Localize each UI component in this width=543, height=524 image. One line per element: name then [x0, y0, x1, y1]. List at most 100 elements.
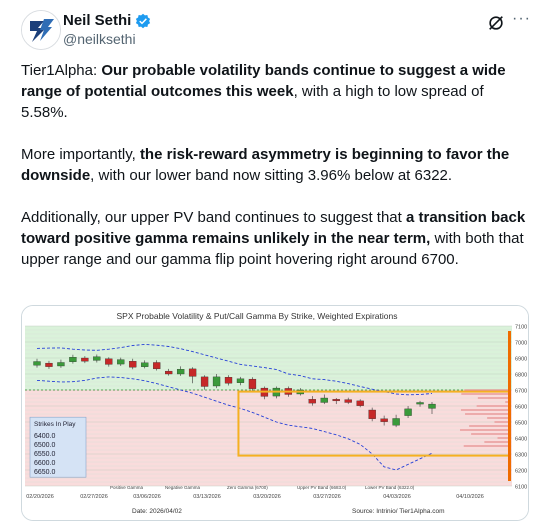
legend-entry: Negative Gamma — [165, 485, 201, 490]
candle-body — [236, 378, 245, 383]
candle-body — [57, 362, 65, 367]
author-name-row: Neil Sethi — [63, 12, 151, 29]
p1-prefix: Tier1Alpha: — [21, 62, 102, 79]
avatar[interactable] — [21, 10, 61, 50]
tweet-paragraph-1: Tier1Alpha: Our probable volatility band… — [21, 60, 526, 123]
tweet-paragraph-2: More importantly, the risk-reward asymme… — [21, 144, 526, 186]
candle-body — [380, 418, 388, 422]
candle-body — [344, 399, 352, 403]
candle-body — [320, 397, 328, 403]
grok-icon[interactable] — [487, 14, 505, 32]
x-tick-label: 03/20/2026 — [253, 494, 281, 500]
strike-value: 6600.0 — [34, 460, 56, 467]
gamma-bar — [461, 393, 510, 395]
tweet-text: Tier1Alpha: Our probable volatility band… — [21, 60, 526, 291]
candle — [153, 360, 161, 371]
candle — [416, 400, 424, 407]
candle — [57, 359, 65, 368]
candle — [129, 358, 137, 370]
candle-body — [176, 369, 185, 375]
author-name[interactable]: Neil Sethi — [63, 12, 132, 29]
candle — [248, 377, 257, 392]
gamma-bar — [497, 437, 510, 439]
strike-value: 6500.0 — [34, 442, 56, 449]
candle-body — [416, 402, 424, 405]
legend-entry: Positive Gamma — [110, 485, 144, 490]
gamma-bar — [505, 401, 510, 403]
volatility-chart: SPX Probable Volatility & Put/Call Gamma… — [22, 306, 528, 520]
candle — [236, 376, 245, 386]
gamma-bar — [476, 405, 510, 407]
gamma-bar — [464, 389, 510, 391]
verified-badge-icon — [136, 13, 151, 28]
candle — [188, 367, 197, 384]
upper-pv-band — [36, 343, 433, 396]
gamma-bar — [471, 433, 510, 435]
strikes-box-bg — [29, 416, 87, 478]
candle-body — [153, 362, 161, 370]
y-tick-label: 6600 — [515, 405, 527, 411]
lower-pv-band — [36, 376, 433, 471]
candle — [165, 368, 173, 376]
p1-suffix: , with a high to low spread of 5.58%. — [21, 83, 484, 121]
candle — [332, 398, 340, 405]
candle-body — [93, 356, 101, 361]
tweet-paragraph-3: Additionally, our upper PV band continue… — [21, 207, 526, 270]
chart-footer-date: Date: 2026/04/02 — [132, 508, 182, 515]
candle — [200, 375, 209, 390]
candle-body — [141, 362, 149, 367]
candle — [45, 360, 53, 369]
candle — [69, 354, 77, 364]
candle-body — [81, 357, 89, 362]
author-handle[interactable]: @neilksethi — [63, 31, 136, 47]
strike-value: 6650.0 — [34, 469, 56, 476]
y-tick-label: 7100 — [515, 325, 527, 331]
candle — [392, 414, 400, 428]
gamma-bar — [465, 413, 510, 415]
candle-body — [368, 409, 376, 419]
chart-title: SPX Probable Volatility & Put/Call Gamma… — [117, 311, 398, 321]
p1-bold: Our probable volatility bands continue t… — [21, 62, 506, 100]
candle-body — [308, 399, 316, 404]
x-tick-label: 02/20/2026 — [26, 494, 54, 500]
candle-body — [33, 361, 41, 366]
legend-entry: Lower PV Band (6322.0) — [365, 485, 415, 490]
candle-body — [200, 376, 209, 387]
strikes-box-title: Strikes In Play — [34, 421, 76, 428]
more-options-icon[interactable]: ··· — [512, 10, 531, 27]
candle-body — [224, 377, 233, 384]
candle-body — [392, 418, 400, 426]
candle-body — [188, 368, 197, 377]
candle — [141, 360, 149, 369]
y-tick-label: 6100 — [515, 485, 527, 491]
strike-value: 6400.0 — [34, 433, 56, 440]
y-tick-label: 6200 — [515, 469, 527, 475]
legend-entry: Upper PV Band (6683.0) — [297, 485, 347, 490]
y-tick-label: 6700 — [515, 389, 527, 395]
candle-body — [129, 361, 137, 368]
p3-suffix: with both that upper range and our gamma… — [21, 230, 524, 268]
avatar-logo-icon — [22, 11, 60, 49]
candle — [308, 396, 316, 406]
candle-body — [69, 357, 77, 362]
y-tick-label: 7000 — [515, 341, 527, 347]
y-tick-label: 6300 — [515, 453, 527, 459]
strike-value: 6550.0 — [34, 451, 56, 458]
chart-image[interactable]: SPX Probable Volatility & Put/Call Gamma… — [21, 305, 529, 521]
gamma-bar — [484, 441, 510, 443]
x-tick-label: 04/10/2026 — [456, 494, 484, 500]
candle — [93, 354, 101, 363]
candle-body — [105, 358, 113, 365]
candle-body — [117, 359, 125, 365]
candle-body — [212, 376, 221, 387]
gamma-bar — [487, 417, 510, 419]
candle — [380, 415, 388, 426]
candle-body — [356, 400, 364, 406]
candle-body — [45, 362, 53, 367]
p3-prefix: Additionally, our upper PV band continue… — [21, 209, 406, 226]
x-tick-label: 02/27/2026 — [80, 494, 108, 500]
x-tick-label: 03/06/2026 — [133, 494, 161, 500]
y-tick-label: 6400 — [515, 437, 527, 443]
y-tick-label: 6800 — [515, 373, 527, 379]
x-tick-label: 04/03/2026 — [383, 494, 411, 500]
